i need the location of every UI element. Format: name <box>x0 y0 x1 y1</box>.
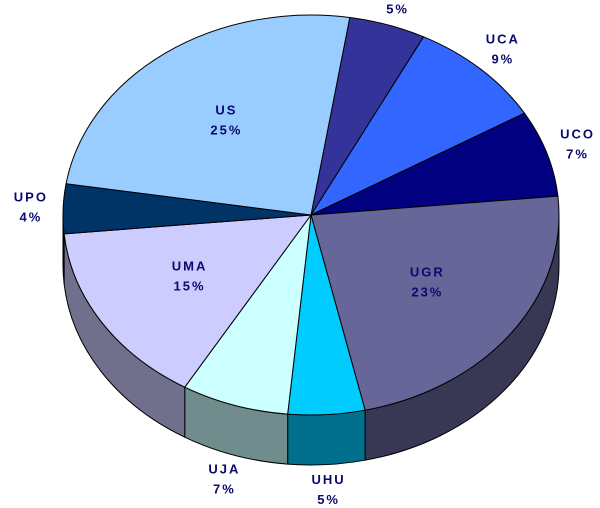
pie-slice <box>63 214 312 388</box>
pie-slice <box>310 112 559 216</box>
value-label: 7% <box>566 147 589 162</box>
pie-slice <box>310 195 560 411</box>
pie-side <box>287 409 366 466</box>
category-label: US <box>215 103 237 118</box>
category-label: UPO <box>14 189 48 204</box>
value-label: 25% <box>210 123 242 138</box>
value-label: 9% <box>491 52 514 67</box>
pie-slice <box>65 14 351 216</box>
pie-sides <box>62 214 560 466</box>
category-label: UMA <box>172 259 208 274</box>
value-label: 23% <box>411 285 443 300</box>
value-label: 5% <box>386 1 409 16</box>
category-label: UCO <box>560 127 595 142</box>
labels: UAL5%UCA9%UCO7%UGR23%UHU5%UJA7%UMA15%UPO… <box>14 1 595 507</box>
pie-tops <box>62 14 560 416</box>
value-label: 4% <box>19 209 42 224</box>
value-label: 15% <box>174 279 206 294</box>
category-label: UGR <box>410 265 445 280</box>
pie-slice <box>184 214 312 415</box>
pie-slice <box>310 36 525 216</box>
value-label: 7% <box>213 481 236 496</box>
category-label: UCA <box>486 32 520 47</box>
category-label: UHU <box>312 472 346 487</box>
category-label: UJA <box>208 461 240 476</box>
value-label: 5% <box>317 492 340 507</box>
